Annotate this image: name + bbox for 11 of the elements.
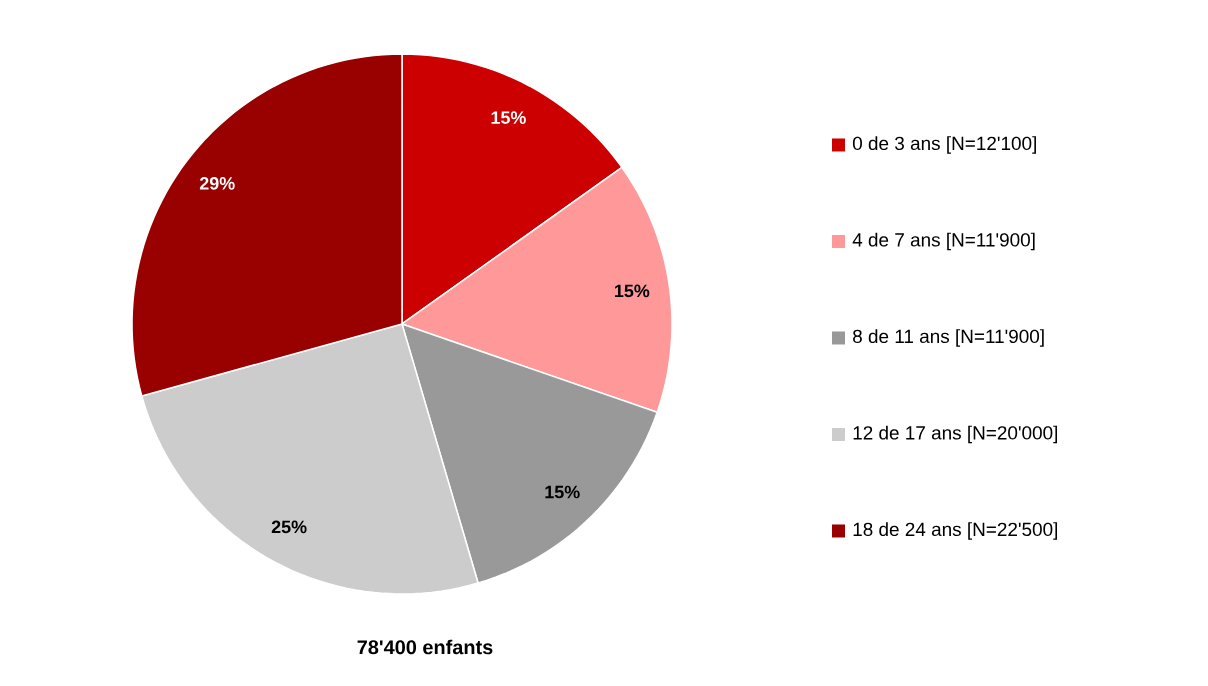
legend-label: 12 de 17 ans [N=20'000] xyxy=(853,425,1058,444)
data-label: 29% xyxy=(199,177,235,190)
legend-label: 18 de 24 ans [N=22'500] xyxy=(853,522,1058,540)
legend-label: 4 de 7 ans [N=11'900] xyxy=(852,232,1035,251)
data-label: 15% xyxy=(545,485,580,499)
text: 78'400 enfants xyxy=(357,639,493,655)
legend-label: 0 de 3 ans [N=12'100] xyxy=(852,136,1036,154)
data-label: 25% xyxy=(271,520,307,534)
data-label: 15% xyxy=(615,284,650,298)
data-label: 15% xyxy=(491,111,526,124)
legend-label: 8 de 11 ans [N=11'900] xyxy=(853,329,1044,347)
